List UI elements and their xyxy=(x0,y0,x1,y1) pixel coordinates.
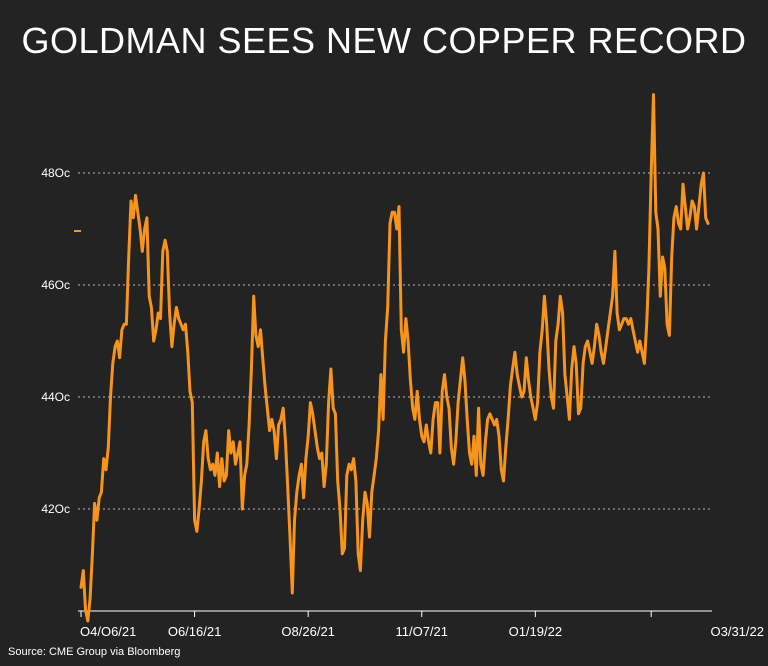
copper-price-series-line xyxy=(79,93,710,623)
x-tick-label: O6/16/21 xyxy=(168,624,222,639)
gridlines xyxy=(78,172,712,510)
x-tick-label: O1/19/22 xyxy=(509,624,563,639)
series-group xyxy=(79,93,710,623)
chart-title: GOLDMAN SEES NEW COPPER RECORD xyxy=(21,20,747,61)
y-axis-ticks: 42Oc 44Oc 46Oc 48Oc xyxy=(41,166,70,516)
y-tick-label: 48Oc xyxy=(41,166,70,180)
x-tick-label: O3/31/22 xyxy=(711,624,765,639)
y-tick-label: 46Oc xyxy=(41,278,70,292)
x-tick-label: 11/O7/21 xyxy=(395,624,448,639)
y-tick-label: 42Oc xyxy=(41,502,70,516)
x-tick-label: O8/26/21 xyxy=(281,624,335,639)
source-note: Source: CME Group via Bloomberg xyxy=(8,646,181,658)
x-axis-ticks: O4/O6/21 O6/16/21 O8/26/21 11/O7/21 O1/19/22… xyxy=(80,611,764,639)
x-tick-label: O4/O6/21 xyxy=(80,624,136,639)
y-tick-label: 44Oc xyxy=(41,390,70,404)
